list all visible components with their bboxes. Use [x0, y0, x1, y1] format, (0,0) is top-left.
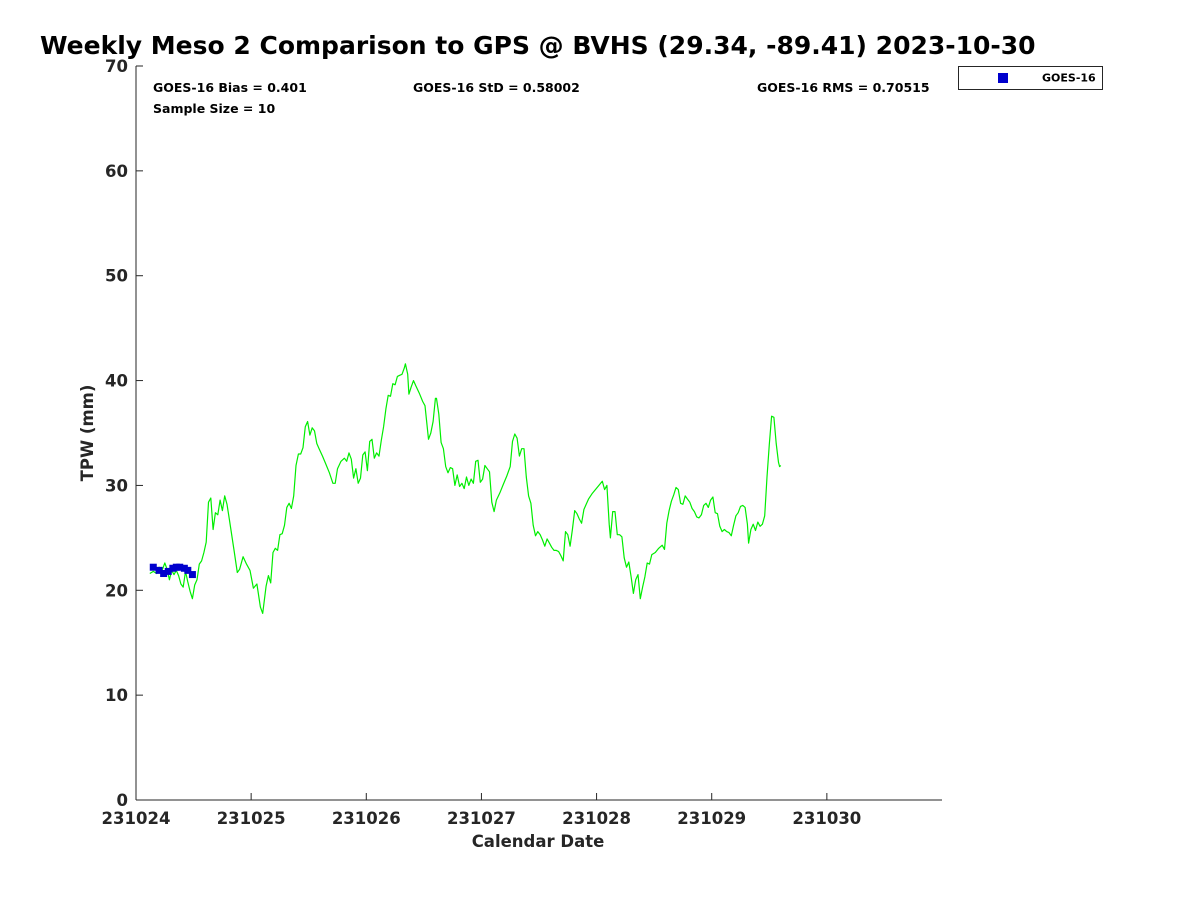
x-tick-label: 231025: [217, 809, 286, 828]
y-tick-label: 40: [105, 372, 128, 391]
legend-label: GOES-16: [1042, 72, 1096, 85]
legend: GOES-16: [958, 66, 1103, 90]
goes-16-marker: [176, 563, 184, 571]
goes-16-marker: [184, 566, 192, 574]
chart-title: Weekly Meso 2 Comparison to GPS @ BVHS (…: [40, 31, 1036, 60]
y-axis-ticks: 0 10 20 30 40 50 60 70: [105, 57, 143, 810]
x-tick-label: 231027: [447, 809, 516, 828]
x-tick-label: 231024: [102, 809, 171, 828]
x-tick-label: 231028: [562, 809, 631, 828]
gps-series-line: [149, 363, 782, 615]
bias-stat: GOES-16 Bias = 0.401: [153, 80, 307, 95]
y-tick-label: 60: [105, 162, 128, 181]
y-tick-label: 10: [105, 686, 128, 705]
goes-16-marker: [160, 570, 168, 578]
y-tick-label: 20: [105, 581, 128, 600]
plot-area: [136, 66, 942, 800]
goes-16-marker: [164, 567, 172, 575]
legend-box: [958, 66, 1103, 90]
x-tick-label: 231029: [677, 809, 746, 828]
x-axis-ticks: 231024 231025 231026 231027 231028 231029 2310…: [102, 793, 861, 828]
y-tick-label: 30: [105, 476, 128, 495]
goes-16-marker: [188, 571, 196, 579]
goes-16-marker: [155, 566, 163, 574]
x-axis-label: Calendar Date: [472, 832, 605, 851]
series-layer: [149, 363, 782, 615]
x-tick-label: 231030: [792, 809, 861, 828]
rms-stat: GOES-16 RMS = 0.70515: [757, 80, 930, 95]
sample-size-stat: Sample Size = 10: [153, 101, 275, 116]
std-stat: GOES-16 StD = 0.58002: [413, 80, 580, 95]
goes-16-marker: [149, 563, 157, 571]
y-tick-label: 0: [117, 791, 128, 810]
legend-marker-icon: [998, 73, 1008, 83]
x-tick-label: 231026: [332, 809, 401, 828]
y-tick-label: 70: [105, 57, 128, 76]
y-axis-label: TPW (mm): [78, 385, 97, 482]
y-tick-label: 50: [105, 267, 128, 286]
